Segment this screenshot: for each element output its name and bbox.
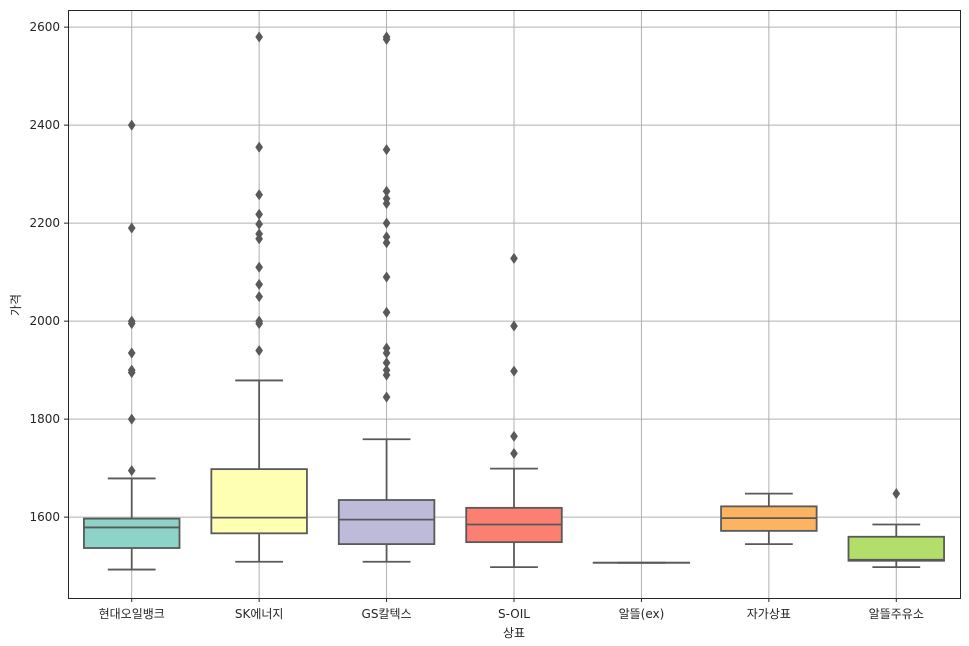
x-tick-label: 알뜰주유소 [869, 607, 924, 621]
outlier-point [382, 144, 391, 156]
outlier-point [127, 413, 136, 425]
outlier-point [382, 193, 391, 205]
outlier-point [382, 306, 391, 318]
x-tick-label: SK에너지 [235, 607, 284, 621]
x-tick-label: 자가상표 [747, 607, 791, 621]
outlier-point [127, 222, 136, 234]
box-body [83, 517, 181, 549]
x-tick-label: GS칼텍스 [362, 607, 412, 621]
box-body [847, 535, 945, 562]
y-tick-label: 2400 [29, 118, 60, 132]
outlier-point [510, 365, 518, 377]
box-group [847, 487, 945, 569]
y-tick-label: 2200 [29, 216, 60, 230]
box-body [210, 468, 308, 535]
y-axis-label: 가격 [9, 294, 23, 316]
outlier-point [255, 228, 264, 240]
outlier-point [127, 347, 136, 359]
outlier-point [382, 342, 391, 354]
outlier-point [382, 217, 391, 229]
box-group [210, 31, 308, 563]
box-plot-series [83, 31, 945, 571]
outlier-point [255, 344, 264, 357]
outlier-point [255, 189, 264, 201]
outlier-point [510, 430, 518, 442]
outlier-point [127, 119, 136, 131]
y-tick-label: 2600 [29, 20, 60, 34]
x-axis-label: 상표 [503, 626, 525, 640]
grid-lines [68, 10, 960, 598]
outlier-point [510, 252, 518, 265]
y-tick-label: 1600 [29, 510, 60, 524]
box-group [337, 31, 436, 563]
y-tick-label: 2000 [29, 314, 60, 328]
outlier-point [127, 364, 136, 376]
outlier-point [255, 261, 264, 273]
x-tick-label: 알뜰(ex) [619, 607, 665, 621]
y-axis-ticks: 1600 1800 2000 2200 2400 2600 [29, 20, 68, 524]
x-tick-label: 현대오일뱅크 [99, 607, 165, 621]
outlier-point [127, 315, 136, 327]
outlier-point [382, 391, 391, 403]
outlier-point [382, 364, 391, 376]
outlier-point [255, 141, 264, 153]
outlier-point [255, 315, 264, 327]
outlier-point [382, 237, 391, 249]
outlier-point [255, 218, 264, 230]
x-tick-label: S-OIL [498, 607, 530, 621]
outlier-point [382, 271, 391, 283]
outlier-point [382, 357, 391, 369]
box-group [465, 252, 563, 569]
outlier-point [382, 31, 391, 43]
outlier-point [892, 487, 901, 500]
outlier-point [255, 291, 264, 303]
box-body [337, 499, 436, 545]
outlier-point [382, 231, 391, 243]
x-axis-ticks: 현대오일뱅크 SK에너지 GS칼텍스 S-OIL 알뜰(ex) 자가상표 알뜰주유소 [99, 598, 924, 621]
outlier-point [255, 208, 264, 220]
outlier-point [127, 464, 136, 477]
outlier-point [255, 278, 264, 291]
outlier-point [510, 447, 518, 460]
box-group [83, 119, 181, 571]
outlier-point [255, 31, 264, 43]
outlier-point [382, 185, 391, 197]
y-tick-label: 1800 [29, 412, 60, 426]
outlier-point [510, 320, 518, 332]
box-group [720, 492, 818, 545]
